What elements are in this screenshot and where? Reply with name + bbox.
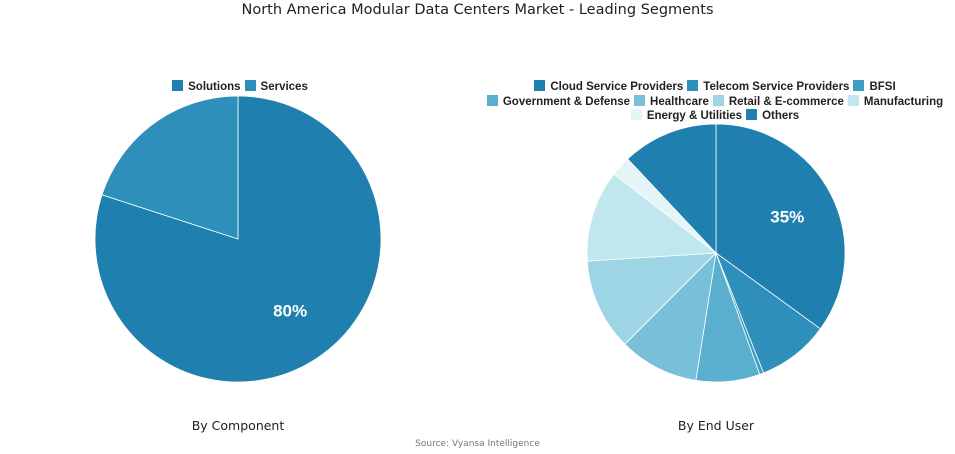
legend-item: Healthcare xyxy=(634,94,709,110)
legend-item: Services xyxy=(244,80,308,95)
legend-item: Telecom Service Providers xyxy=(687,80,849,95)
legend-label: Others xyxy=(762,110,800,122)
legend-label: BFSI xyxy=(869,81,896,93)
legend-swatch xyxy=(630,109,642,120)
pie-slice-services xyxy=(101,95,239,240)
legend-item: Retail & E-commerce xyxy=(712,94,844,110)
subtitle-end-user: By End User xyxy=(677,418,755,433)
legend-label: Telecom Service Providers xyxy=(703,81,850,93)
legend-swatch xyxy=(486,94,498,106)
legend-label: Healthcare xyxy=(650,95,709,108)
legend-item: Manufacturing xyxy=(847,94,944,110)
legend-swatch xyxy=(687,80,699,91)
legend-swatch xyxy=(853,80,865,91)
legend-component: Solutions Services xyxy=(140,80,340,95)
legend-label: Solutions xyxy=(188,81,241,93)
legend-item: Others xyxy=(746,109,799,124)
pie-slice-cloud-service-providers xyxy=(715,123,846,330)
chart-title: North America Modular Data Centers Marke… xyxy=(241,2,714,18)
legend-label: Services xyxy=(260,81,308,93)
pie-slice-manufacturing xyxy=(586,173,718,262)
legend-end-user: Cloud Service Providers Telecom Service P… xyxy=(480,80,950,124)
pie-slice-retail-e-commerce xyxy=(586,252,718,345)
legend-swatch xyxy=(712,94,724,106)
legend-swatch xyxy=(244,80,256,91)
legend-item: Energy & Utilities xyxy=(630,109,743,124)
legend-swatch xyxy=(172,80,184,91)
pie-slice-healthcare xyxy=(624,251,717,381)
legend-label: Manufacturing xyxy=(863,95,944,108)
legend-label: Government & Defense xyxy=(502,95,631,108)
legend-label: Energy & Utilities xyxy=(646,110,743,122)
legend-swatch xyxy=(534,80,546,91)
data-label: 35% xyxy=(770,208,804,227)
legend-item: Solutions xyxy=(172,80,241,95)
data-label: 80% xyxy=(273,302,307,321)
legend-swatch xyxy=(634,94,646,106)
subtitle-component: By Component xyxy=(191,418,285,433)
legend-item: Cloud Service Providers xyxy=(534,80,683,95)
pie-slice-others xyxy=(627,123,717,255)
legend-item: BFSI xyxy=(853,80,896,95)
legend-label: Cloud Service Providers xyxy=(550,81,684,93)
source-note: Source: Vyansa Intelligence xyxy=(415,439,540,449)
legend-swatch xyxy=(746,109,758,120)
legend-item: Government & Defense xyxy=(486,94,631,110)
legend-swatch xyxy=(847,94,859,106)
legend-label: Retail & E-commerce xyxy=(728,95,844,108)
